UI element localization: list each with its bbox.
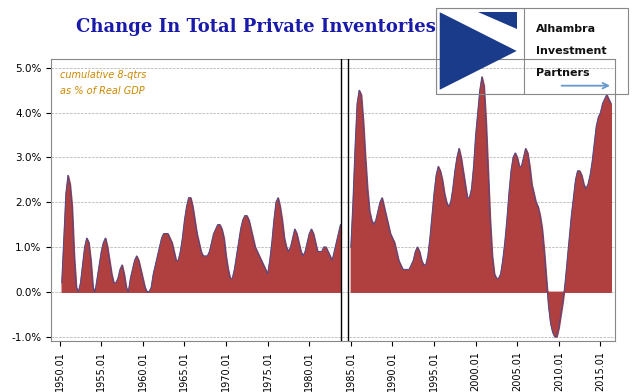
Text: as % of Real GDP: as % of Real GDP: [60, 86, 144, 96]
Text: Change In Total Private Inventories: Change In Total Private Inventories: [76, 18, 437, 36]
Text: Partners: Partners: [536, 67, 590, 78]
Text: cumulative 8-qtrs: cumulative 8-qtrs: [60, 70, 146, 80]
Polygon shape: [440, 12, 517, 47]
Text: Alhambra: Alhambra: [536, 24, 596, 34]
Bar: [436, 8, 524, 94]
Text: Investment: Investment: [536, 46, 606, 56]
Polygon shape: [478, 12, 517, 29]
Polygon shape: [440, 12, 517, 90]
